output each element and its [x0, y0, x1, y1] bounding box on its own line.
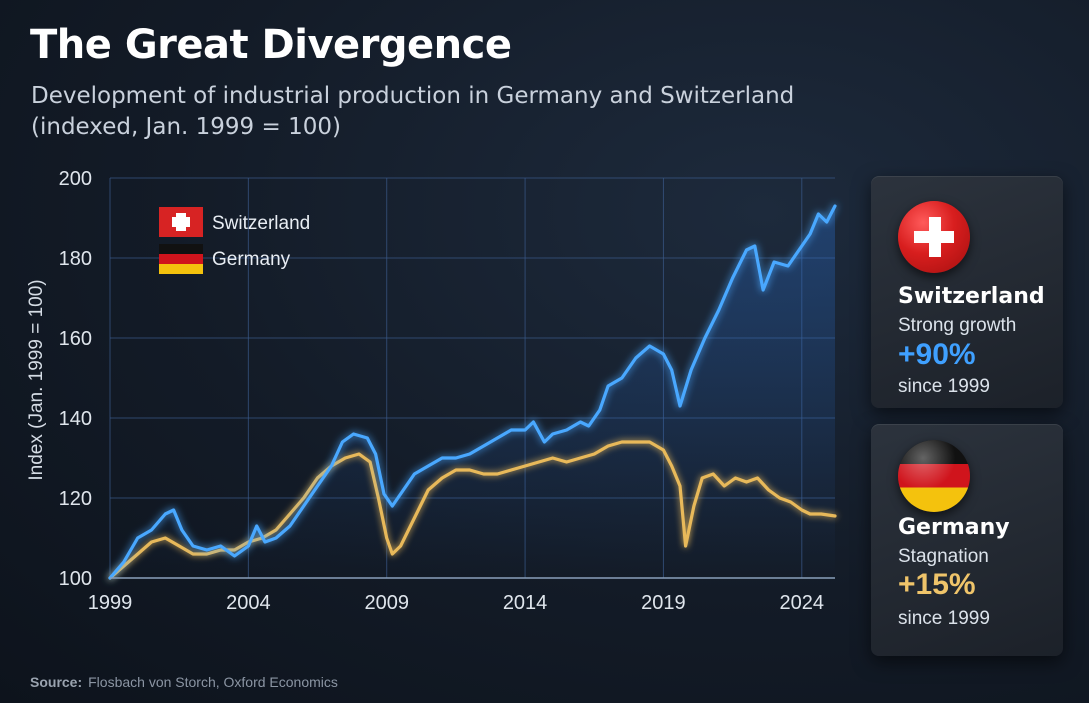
subtitle-line-2: (indexed, Jan. 1999 = 100): [31, 114, 341, 140]
y-tick-label: 200: [59, 168, 92, 190]
chart-subtitle: Development of industrial production in …: [31, 81, 831, 143]
x-tick-label: 1999: [88, 592, 133, 614]
x-tick-label: 2004: [226, 592, 271, 614]
germany-card-description: Stagnation: [898, 546, 989, 567]
x-tick-label: 2024: [780, 592, 825, 614]
y-tick-label: 100: [59, 568, 92, 590]
axes: 100 120 140 160 180 200 1999 2004 2009 2014 2019 20…: [59, 168, 835, 614]
series-lines: [108, 204, 837, 580]
switzerland-area: [110, 206, 835, 578]
source-text: Flosbach von Storch, Oxford Economics: [88, 674, 338, 690]
y-tick-label: 120: [59, 488, 92, 510]
y-tick-label: 180: [59, 248, 92, 270]
legend-germany-flag-icon: [159, 244, 203, 274]
x-tick-label: 2014: [503, 592, 548, 614]
germany-card-name: Germany: [898, 515, 1010, 540]
germany-flag-icon: [898, 440, 970, 512]
switzerland-card-description: Strong growth: [898, 315, 1017, 336]
switzerland-flag-icon: [898, 201, 970, 273]
germany-summary-card: Germany Stagnation +15% since 1999: [871, 424, 1063, 656]
subtitle-line-1: Development of industrial production in …: [31, 83, 795, 109]
legend: Switzerland Germany: [159, 207, 310, 274]
source-note: Source: Flosbach von Storch, Oxford Econo…: [30, 674, 338, 690]
legend-germany-label: Germany: [212, 249, 291, 270]
x-tick-label: 2009: [364, 592, 409, 614]
switzerland-card-change: +90%: [898, 338, 976, 371]
switzerland-card-since: since 1999: [898, 376, 990, 397]
area-fill: [110, 206, 835, 578]
legend-switzerland-label: Switzerland: [212, 213, 310, 234]
source-label: Source:: [30, 674, 83, 690]
series-line-switzerland: [108, 204, 837, 580]
series-line-germany: [108, 440, 837, 580]
germany-card-since: since 1999: [898, 608, 990, 629]
germany-card-change: +15%: [898, 568, 976, 601]
legend-switzerland-flag-icon: [159, 207, 203, 237]
chart-title: The Great Divergence: [30, 22, 512, 68]
y-tick-label: 140: [59, 408, 92, 430]
switzerland-summary-card: Switzerland Strong growth +90% since 199…: [871, 176, 1063, 408]
x-tick-label: 2019: [641, 592, 686, 614]
y-axis-label: Index (Jan. 1999 = 100): [26, 279, 47, 480]
y-tick-label: 160: [59, 328, 92, 350]
switzerland-card-name: Switzerland: [898, 284, 1045, 309]
